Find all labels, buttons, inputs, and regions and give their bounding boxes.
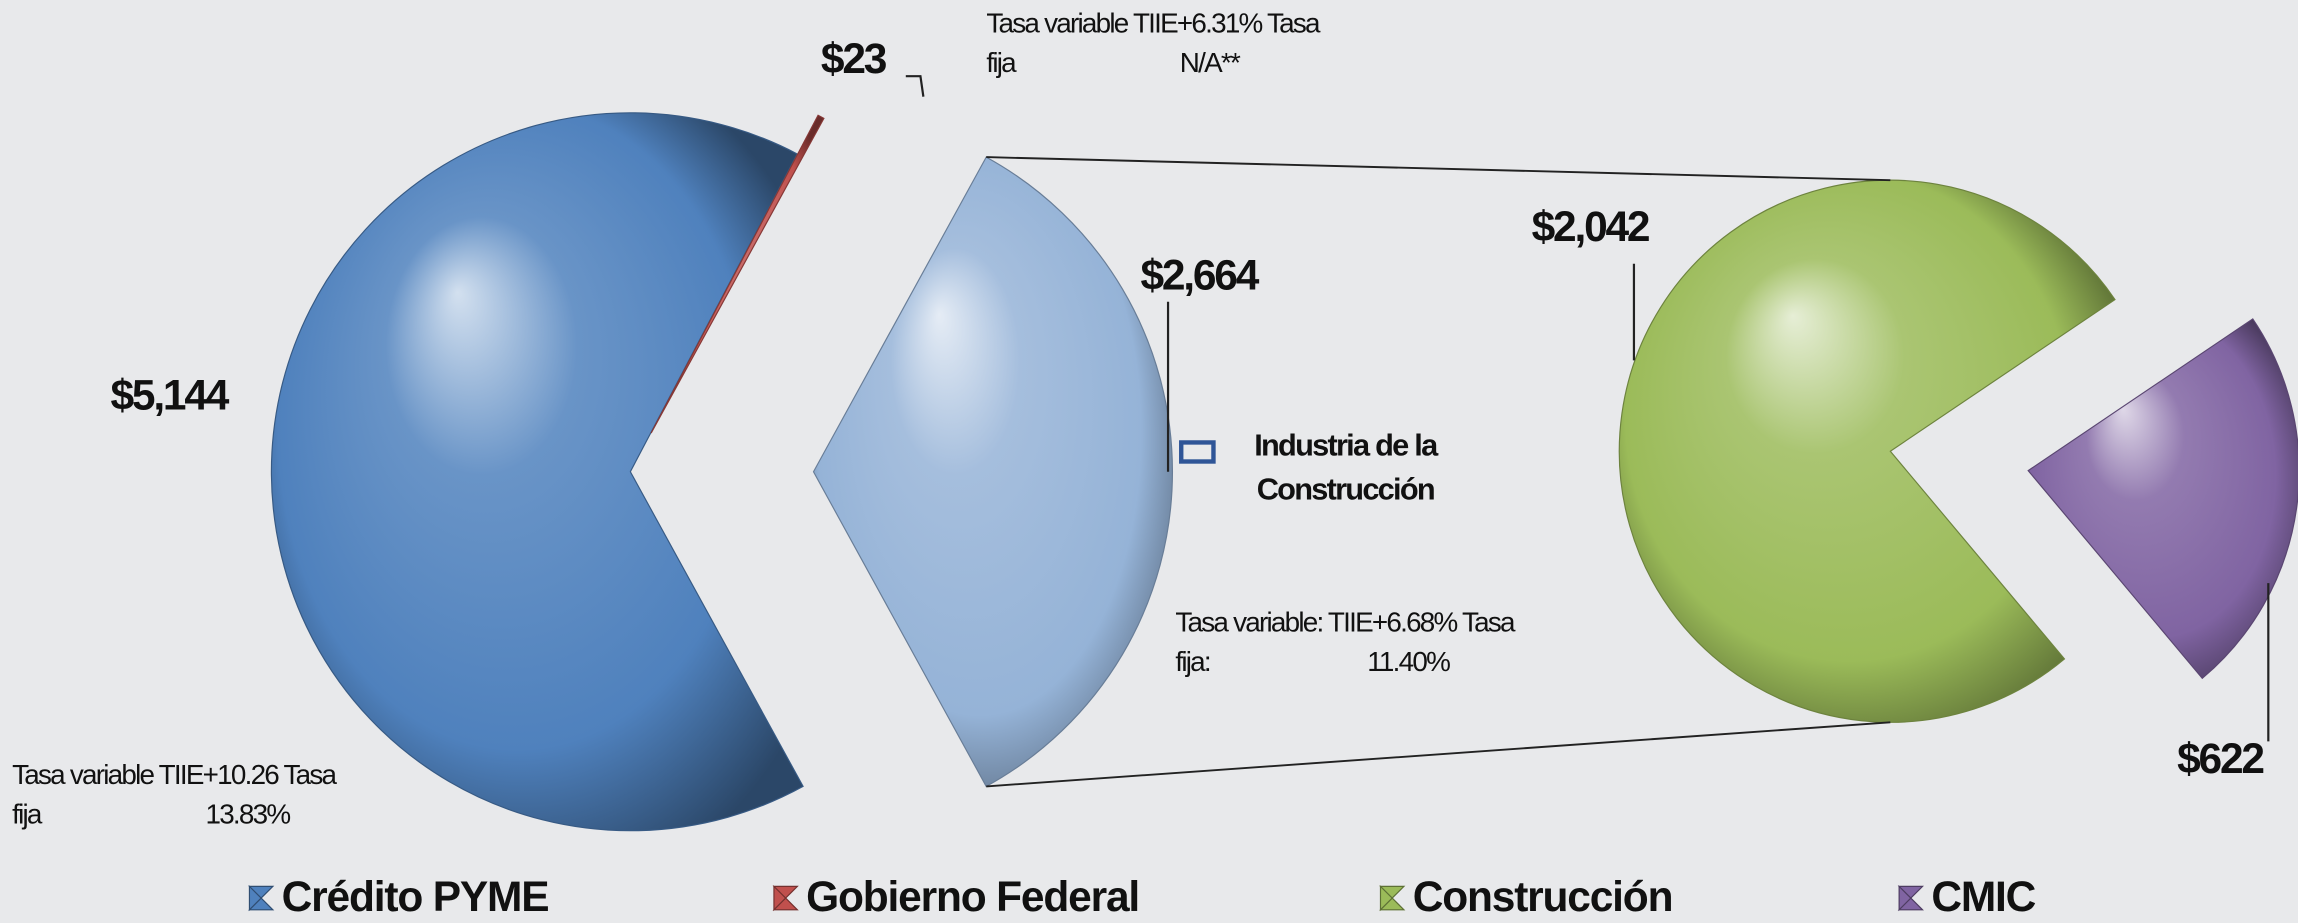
data-label: $2,664 [1140, 253, 1259, 300]
annotation: 13.83% [205, 798, 290, 829]
annotation: fija: [1175, 646, 1210, 677]
legend-marker [1179, 440, 1216, 464]
category-label: Industria de la Construcción [1254, 429, 1438, 507]
annotation: N/A** [1180, 47, 1241, 78]
pie-slice [812, 156, 1173, 788]
pie-slice [2027, 318, 2298, 680]
connector-line [986, 721, 1891, 788]
data-label: $622 [2177, 736, 2263, 783]
annotation: Tasa variable: TIIE+6.68% Tasa [1175, 606, 1516, 637]
legend-marker [248, 884, 275, 912]
annotation: fija [12, 798, 43, 829]
legend-label: Gobierno Federal [806, 874, 1139, 921]
category-label-box: Industria de la Construcción [1254, 429, 1438, 507]
pie-slice [270, 112, 804, 832]
legend-label: Construcción [1413, 874, 1673, 921]
data-label: $23 [821, 36, 887, 83]
pie-slice [650, 114, 825, 434]
legend-label: CMIC [1931, 874, 2035, 921]
annotation: fija [986, 47, 1017, 78]
legend-marker [1379, 884, 1406, 912]
annotation: Tasa variable TIIE+10.26 Tasa [12, 759, 337, 790]
legend-marker [1897, 884, 1924, 912]
legend-label: Crédito PYME [282, 874, 549, 921]
data-label: $2,042 [1532, 204, 1649, 251]
connector-line [986, 156, 1891, 182]
data-label: $5,144 [111, 373, 230, 420]
legend-marker [772, 884, 799, 912]
pie-slice [1618, 179, 2116, 723]
annotation: 11.40% [1367, 646, 1450, 677]
leader-line [905, 75, 925, 97]
annotation: Tasa variable TIIE+6.31% Tasa [986, 7, 1321, 38]
pies [270, 112, 2298, 832]
